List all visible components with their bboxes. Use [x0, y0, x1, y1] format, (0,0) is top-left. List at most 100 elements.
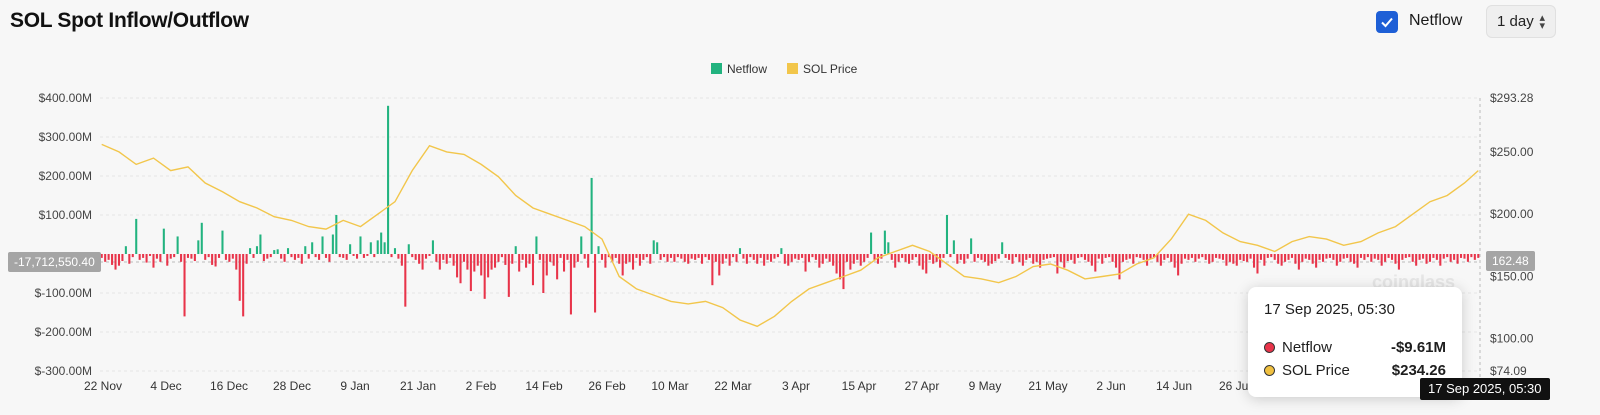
netflow-bar [556, 254, 559, 280]
netflow-bar [1045, 254, 1049, 259]
netflow-bar [687, 254, 690, 264]
netflow-bar [1287, 254, 1290, 260]
netflow-bar [1315, 254, 1318, 268]
netflow-bar [580, 236, 583, 254]
netflow-bar [1380, 254, 1383, 266]
netflow-bar [611, 254, 614, 262]
netflow-bar [1111, 254, 1114, 262]
netflow-bar [111, 254, 114, 265]
netflow-bar [963, 254, 966, 264]
netflow-bar [159, 254, 162, 262]
netflow-bar [304, 246, 307, 254]
netflow-bar [1332, 254, 1335, 260]
netflow-bar [1208, 254, 1211, 264]
netflow-bar [542, 254, 545, 293]
netflow-bar [1284, 254, 1287, 262]
netflow-bar [255, 246, 259, 254]
netflow-bar [942, 254, 945, 258]
y-right-tick: $100.00 [1490, 332, 1534, 346]
x-tick: 10 Mar [651, 379, 688, 393]
netflow-bar [970, 238, 973, 254]
netflow-bar [476, 254, 479, 266]
period-select[interactable]: 1 day ▴ ▾ [1486, 5, 1556, 38]
netflow-bar [1297, 254, 1300, 270]
netflow-bar [666, 254, 669, 262]
netflow-bar [1294, 254, 1297, 264]
netflow-bar [266, 254, 269, 259]
x-tick: 21 May [1028, 379, 1067, 393]
x-tick: 4 Dec [150, 379, 181, 393]
netflow-bar [221, 230, 224, 254]
netflow-bar [1390, 254, 1394, 260]
netflow-bar [1246, 254, 1249, 262]
netflow-bar [324, 254, 328, 258]
netflow-bar [176, 236, 179, 254]
netflow-bar [1166, 254, 1169, 258]
netflow-bar [1183, 254, 1187, 259]
netflow-bar [714, 254, 717, 262]
netflow-bar [645, 254, 648, 258]
netflow-bar [142, 254, 145, 258]
netflow-bar [459, 254, 462, 284]
netflow-bar [597, 246, 600, 254]
netflow-bar [1373, 254, 1376, 259]
netflow-bar [1232, 254, 1235, 264]
netflow-bar [300, 254, 303, 264]
netflow-bar [652, 240, 655, 254]
netflow-bar [1453, 254, 1456, 260]
netflow-bar [769, 254, 773, 262]
netflow-bar [549, 254, 552, 262]
y-right-tick: $74.09 [1490, 364, 1527, 378]
netflow-bar [1156, 254, 1159, 262]
netflow-bar [1339, 254, 1342, 262]
netflow-bar [901, 254, 904, 258]
x-tick: 3 Apr [782, 379, 810, 393]
netflow-bar [659, 254, 662, 260]
period-select-value: 1 day [1497, 13, 1534, 30]
netflow-bar [152, 254, 155, 268]
netflow-bar [949, 254, 952, 258]
netflow-bar [518, 254, 521, 272]
netflow-bar [1101, 254, 1104, 264]
netflow-checkbox[interactable] [1376, 11, 1398, 33]
netflow-bar [918, 254, 921, 266]
netflow-bar [1349, 254, 1352, 262]
x-tick: 27 Apr [905, 379, 940, 393]
netflow-bar [1152, 254, 1156, 258]
netflow-bar [328, 254, 331, 262]
netflow-checkbox-label[interactable]: Netflow [1409, 12, 1463, 29]
netflow-bar [959, 254, 962, 260]
netflow-bar [776, 254, 779, 258]
netflow-bar [669, 254, 673, 258]
netflow-bar [1025, 254, 1028, 260]
netflow-bar [876, 254, 880, 264]
netflow-bar [870, 232, 873, 254]
netflow-bar [1121, 254, 1124, 262]
netflow-bar [355, 254, 359, 259]
netflow-bar [438, 254, 441, 270]
netflow-bar [1304, 254, 1307, 259]
netflow-bar [856, 254, 859, 260]
netflow-bar [1477, 254, 1480, 258]
netflow-bar [1415, 254, 1418, 266]
netflow-bar [290, 254, 293, 258]
netflow-bar [114, 254, 117, 270]
netflow-bar [745, 254, 748, 264]
netflow-bar [766, 254, 769, 260]
netflow-bar [907, 254, 911, 264]
netflow-bar [1070, 254, 1073, 260]
netflow-bar [1273, 254, 1276, 260]
netflow-bar [1249, 254, 1252, 259]
netflow-bar [1318, 254, 1321, 260]
netflow-bar [625, 254, 628, 264]
netflow-bar [169, 254, 172, 259]
netflow-bar [190, 254, 193, 259]
netflow-bar [321, 236, 324, 254]
netflow-bar [976, 254, 980, 258]
netflow-bar [217, 254, 221, 258]
netflow-bar [752, 254, 755, 260]
netflow-bar [1446, 254, 1449, 258]
netflow-bar [759, 254, 762, 258]
netflow-bar [1442, 254, 1445, 259]
